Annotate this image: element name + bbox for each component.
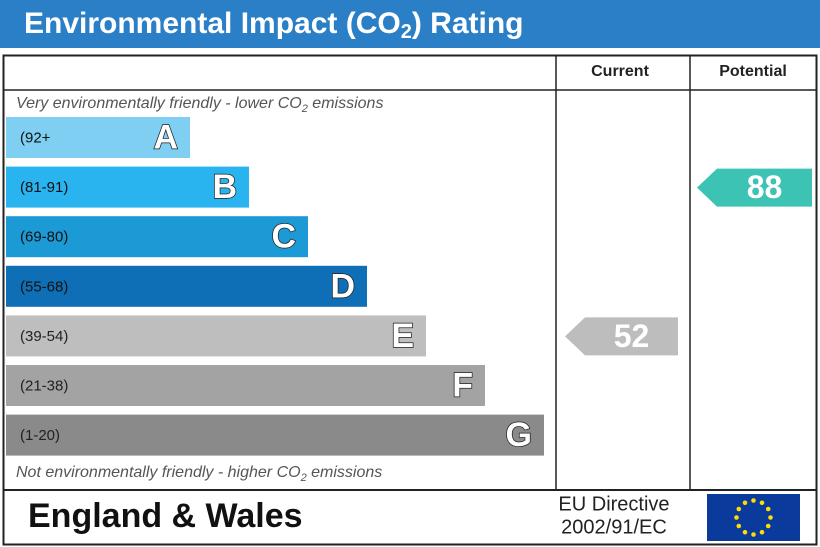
- band-range: (21-38): [20, 377, 68, 394]
- band-range: (92+: [20, 129, 51, 146]
- band-bar: [6, 414, 544, 456]
- band-letter: F: [452, 366, 473, 404]
- band-letter: D: [330, 267, 355, 305]
- title-bar: [0, 0, 820, 48]
- band-letter: G: [506, 416, 532, 454]
- star: [742, 500, 748, 506]
- potential-value: 88: [747, 169, 783, 205]
- note-main: Very environmentally friendly - lower CO: [16, 95, 302, 112]
- note-tail: emissions: [308, 95, 384, 112]
- potential-arrow: [697, 168, 812, 207]
- potential-header: Potential: [719, 63, 787, 80]
- band-bar: [6, 117, 190, 158]
- band-bar: [6, 265, 367, 307]
- band-letter: B: [212, 168, 237, 206]
- star: [759, 500, 765, 506]
- star: [734, 515, 739, 520]
- star: [736, 506, 742, 512]
- band-range: (55-68): [20, 278, 68, 295]
- note-tail: emissions: [307, 464, 383, 481]
- band-range: (81-91): [20, 179, 68, 196]
- current-arrow: [565, 317, 678, 356]
- region: England & Wales: [28, 497, 303, 535]
- band-letter: E: [391, 317, 414, 355]
- band-letter: C: [271, 218, 296, 256]
- band-bar: [6, 315, 426, 357]
- band-letter: A: [153, 118, 178, 156]
- title: Environmental Impact (CO2) Rating: [24, 7, 524, 43]
- band-range: (69-80): [20, 229, 68, 246]
- star: [765, 506, 771, 512]
- note-sub: 2: [300, 472, 307, 484]
- title-main: Environmental Impact (CO: [24, 7, 401, 40]
- band-bar: [6, 166, 249, 208]
- title-tail: ) Rating: [412, 7, 524, 40]
- directive: 2002/91/EC: [561, 516, 667, 538]
- band-range: (1-20): [20, 427, 60, 444]
- band-bar: [6, 365, 485, 406]
- star: [765, 523, 771, 529]
- title-sub: 2: [401, 21, 412, 43]
- bottom-note: Not environmentally friendly - higher CO…: [16, 464, 382, 484]
- band-bar: [6, 216, 308, 258]
- star: [751, 498, 756, 503]
- star: [759, 529, 765, 535]
- top-note: Very environmentally friendly - lower CO…: [16, 95, 383, 115]
- eu-stars: [734, 498, 773, 537]
- current-value: 52: [614, 318, 650, 354]
- note-main: Not environmentally friendly - higher CO: [16, 464, 301, 481]
- directive: EU Directive: [558, 493, 669, 515]
- band-range: (39-54): [20, 328, 68, 345]
- star: [736, 523, 742, 529]
- note-sub: 2: [301, 103, 308, 115]
- star: [751, 532, 756, 537]
- current-header: Current: [591, 63, 649, 80]
- star: [768, 515, 773, 520]
- star: [742, 529, 748, 535]
